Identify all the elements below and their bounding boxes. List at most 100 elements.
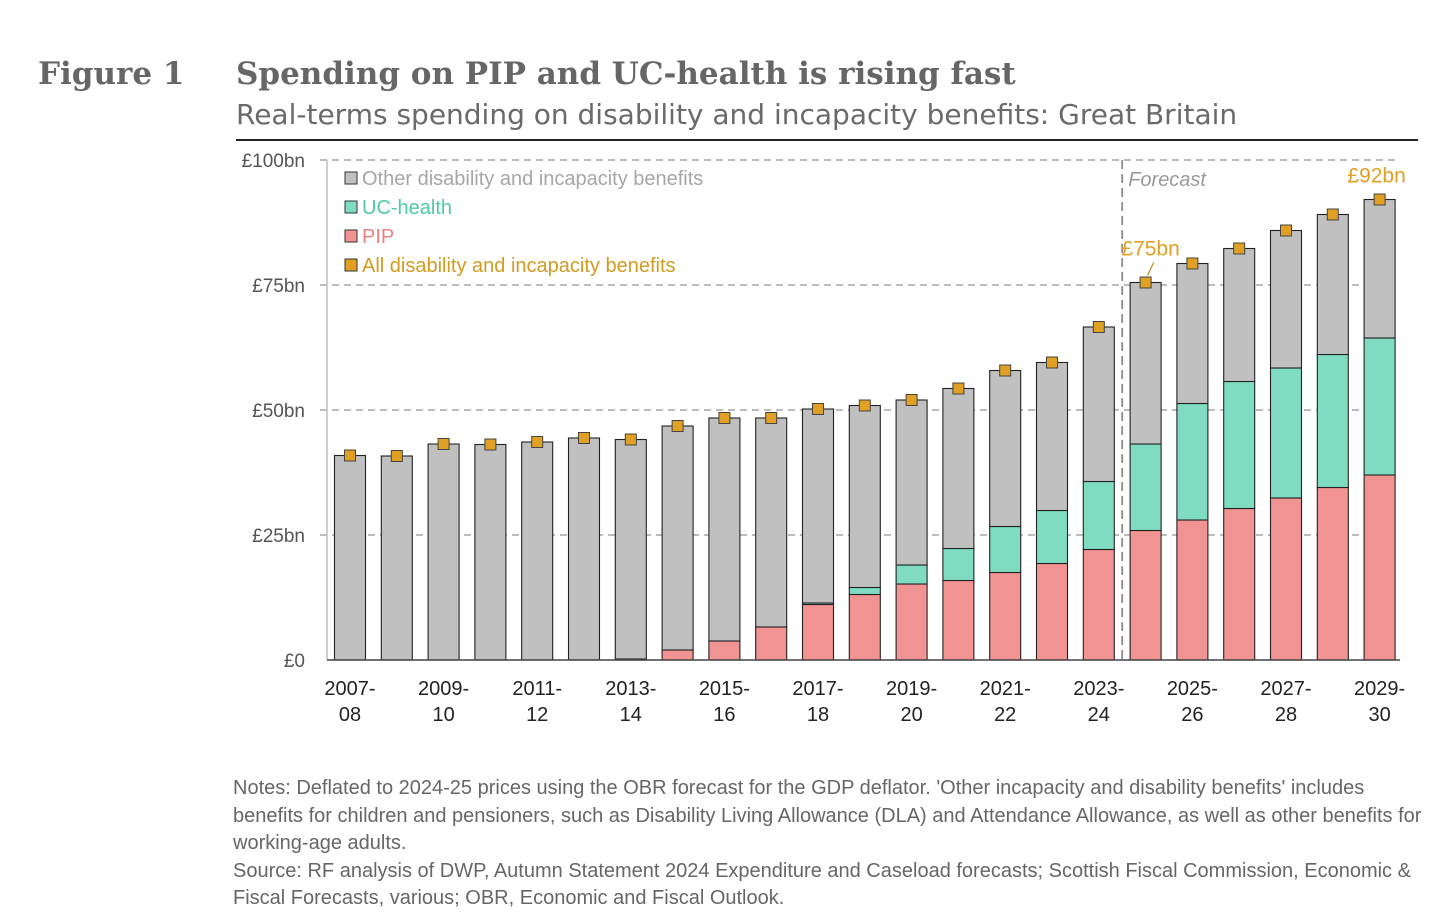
bar-segment [1223,247,1256,383]
x-tick-label: 22 [994,704,1016,726]
bar-segment [1316,213,1349,356]
total-marker [1186,257,1199,270]
x-tick-label: 18 [807,704,829,726]
total-marker [858,399,871,412]
notes-block: Notes: Deflated to 2024-25 prices using … [233,775,1423,913]
bar-segment [989,571,1022,661]
legend-label: UC-health [362,197,452,219]
total-marker [344,449,356,462]
bar-segment [942,547,975,582]
annotation-label: £75bn [1121,238,1179,261]
bar-segment [848,586,881,596]
bar-segment [1129,443,1162,532]
bar-segment [1363,198,1396,339]
bar-segment [801,603,835,661]
bar-2028-29 [1316,213,1349,661]
forecast-label: Forecast [1128,169,1207,191]
bar-segment [567,437,601,661]
y-tick-label: £50bn [252,401,305,422]
bar-2029-30 [1363,198,1396,661]
x-tick-label: 2023- [1073,678,1124,700]
bar-segment [1129,529,1162,661]
x-tick-label: 12 [526,704,548,726]
bar-2025-26 [1176,262,1209,661]
legend-swatch [344,200,358,214]
bar-segment [1223,380,1256,510]
x-tick-label: 26 [1181,704,1203,726]
x-tick-label: 2019- [886,678,937,700]
bar-segment [989,369,1022,528]
bar-segment [1176,262,1209,405]
bar-2008-09 [380,455,413,661]
legend-label: PIP [362,226,394,248]
bar-segment [521,441,554,661]
total-marker [1046,356,1058,369]
x-tick-label: 2013- [605,678,656,700]
total-marker [390,450,403,462]
stacked-bar-chart: £0 £25bn £50bn £75bn £100bn Forecast £75bn £92b… [242,151,1406,726]
total-marker [531,436,544,448]
chart-title: Spending on PIP and UC-health is rising … [236,56,1016,92]
total-marker [1326,208,1339,221]
bar-2023-24 [1082,326,1115,661]
bar-segment [895,583,928,661]
bar-segment [1082,326,1115,483]
bar-2007-08 [333,454,367,661]
bar-segment [1269,367,1303,499]
x-tick-label: 28 [1275,704,1297,726]
total-marker [1233,242,1246,255]
bar-2021-22 [989,369,1022,661]
x-tick-label: 30 [1368,704,1390,726]
bar-2013-14 [614,438,647,661]
bar-2020-21 [942,387,975,661]
total-marker [718,412,731,424]
bar-segment [942,579,975,661]
bar-segment [1176,402,1209,521]
total-marker [999,364,1012,377]
x-tick-label: 08 [339,704,361,726]
chart-subtitle: Real-terms spending on disability and in… [236,98,1238,131]
bar-2018-19 [848,404,881,661]
bar-segment [1363,474,1396,661]
x-tick-label: 2027- [1260,678,1311,700]
bar-2009-10 [427,443,460,661]
bar-2026-27 [1223,247,1256,661]
bar-segment [801,408,835,604]
total-marker [671,420,684,432]
x-tick-label: 14 [620,704,642,726]
legend-swatch [344,171,358,185]
bar-segment [1035,361,1069,512]
bar-segment [1269,497,1303,661]
total-marker [1280,224,1292,237]
bar-segment [1035,509,1069,565]
bar-segment [380,455,413,661]
bar-segment [1316,486,1349,661]
source-text: Source: RF analysis of DWP, Autumn State… [233,859,1411,910]
legend-label: All disability and incapacity benefits [362,255,676,277]
x-tick-label: 2011- [512,678,562,700]
y-tick-label: £0 [284,651,305,672]
bar-segment [708,640,741,661]
bar-2022-23 [1035,361,1069,661]
bar-2012-13 [567,437,601,661]
bar-segment [895,564,928,585]
annotation-label: £92bn [1347,165,1405,188]
x-tick-label: 20 [900,704,922,726]
x-tick-label: 2021- [980,678,1031,700]
bar-2024-25 [1129,281,1162,661]
x-tick-label: 2029- [1354,678,1405,700]
x-tick-label: 2007- [324,678,375,700]
notes-text: Notes: Deflated to 2024-25 prices using … [233,777,1422,854]
total-marker [1373,193,1386,206]
bar-segment [614,438,647,660]
total-marker [765,412,778,424]
x-tick-label: 2025- [1167,678,1218,700]
x-tick-label: 2009- [418,678,469,700]
y-tick-label: £75bn [252,276,305,297]
total-marker [905,394,918,406]
total-marker [952,382,965,395]
bar-segment [989,525,1022,574]
bar-segment [661,649,694,661]
x-tick-label: 16 [713,704,735,726]
bar-segment [1082,548,1115,661]
